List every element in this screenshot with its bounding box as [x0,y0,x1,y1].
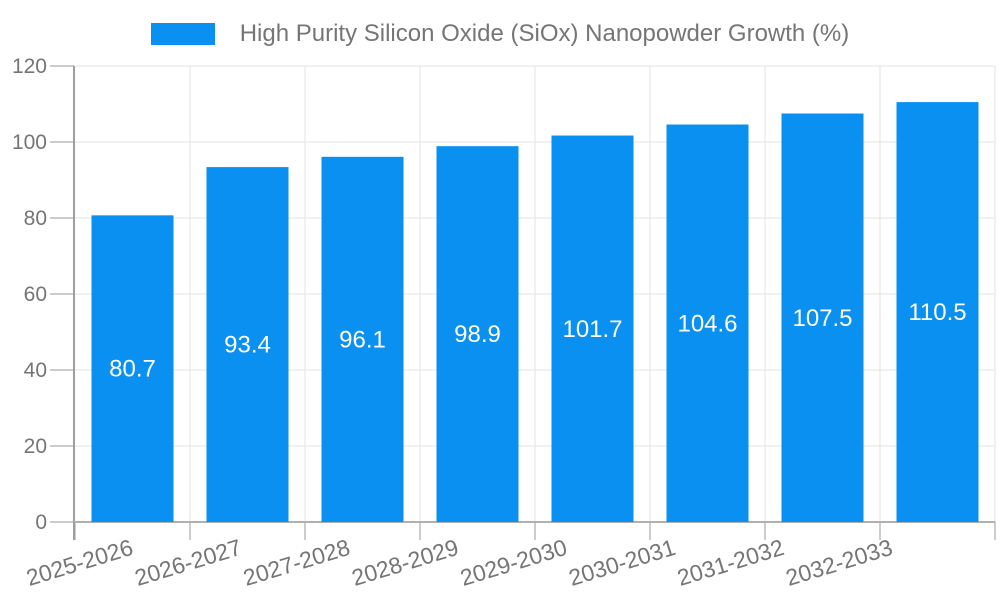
bar-value-label: 107.5 [792,305,852,332]
bar [551,135,634,523]
y-axis-tick-label: 100 [12,131,47,154]
y-axis-tick-label: 0 [35,511,47,534]
x-axis-tick-label: 2027-2028 [240,534,353,591]
bar [91,215,174,522]
bar-value-label: 98.9 [454,321,501,348]
x-axis-tick-label: 2030-2031 [566,534,679,591]
y-axis-tick-label: 80 [24,207,47,230]
y-axis-tick-label: 40 [24,359,47,382]
x-axis-tick-label: 2025-2026 [23,534,136,591]
y-axis-tick-label: 120 [12,55,47,78]
bar [781,113,864,522]
bar-value-label: 101.7 [562,316,622,343]
bar-value-label: 80.7 [109,356,156,383]
x-axis-tick-label: 2031-2032 [674,534,787,591]
chart-legend: High Purity Silicon Oxide (SiOx) Nanopow… [0,20,1000,48]
legend-color-swatch [150,23,215,45]
bar [666,124,749,523]
x-axis-tick-label: 2026-2027 [132,534,245,591]
y-axis-tick-label: 20 [24,435,47,458]
x-axis-tick-label: 2028-2029 [349,534,462,591]
bar-value-label: 93.4 [224,332,271,359]
bar [436,146,519,522]
legend-label: High Purity Silicon Oxide (SiOx) Nanopow… [239,20,850,47]
bar-value-label: 96.1 [339,326,386,353]
x-axis-tick-label: 2029-2030 [457,534,570,591]
bar-value-label: 104.6 [677,310,737,337]
bar-value-label: 110.5 [908,299,966,326]
bar [321,156,404,522]
bar [206,167,289,522]
y-axis-tick-label: 60 [24,283,47,306]
bar [896,102,979,522]
x-axis-tick-label: 2032-2033 [783,534,896,591]
